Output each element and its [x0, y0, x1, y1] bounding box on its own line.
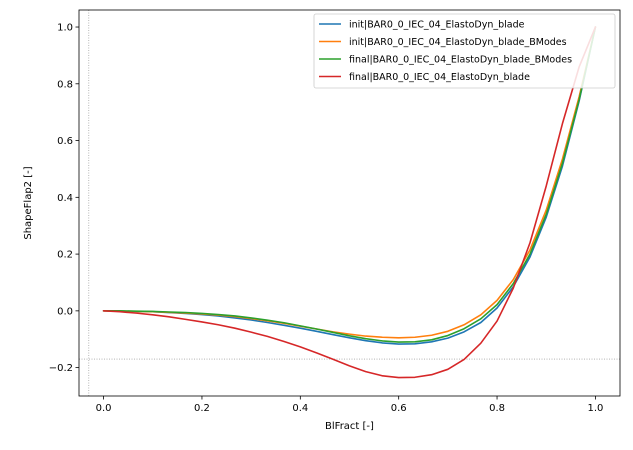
series-layer	[102, 26, 597, 379]
x-tick-label: 0.6	[391, 403, 407, 414]
y-tick-label: 0.6	[57, 136, 73, 147]
y-tick-label: 0.4	[57, 193, 73, 204]
y-tick-label: −0.2	[49, 363, 73, 374]
y-axis-label: ShapeFlap2 [-]	[23, 166, 34, 239]
x-tick-label: 1.0	[587, 403, 603, 414]
x-tick-label: 0.2	[194, 403, 210, 414]
y-tick-label: 1.0	[57, 23, 73, 34]
series-line-3	[102, 26, 597, 343]
legend-label: final|BAR0_0_IEC_04_ElastoDyn_blade_BMod…	[349, 55, 572, 66]
y-tick-label: 0.0	[57, 306, 73, 317]
legend: init|BAR0_0_IEC_04_ElastoDyn_blade init|B…	[313, 13, 616, 89]
x-axis-label: BlFract [-]	[325, 421, 374, 432]
legend-label: init|BAR0_0_IEC_04_ElastoDyn_blade	[349, 20, 525, 31]
x-axis-ticks: 0.0 0.2 0.4 0.6 0.8 1.0	[96, 396, 603, 414]
legend-box	[313, 13, 616, 89]
y-tick-label: 0.2	[57, 250, 73, 261]
series-line-4	[102, 26, 597, 379]
legend-label: init|BAR0_0_IEC_04_ElastoDyn_blade_BMode…	[349, 37, 567, 48]
y-axis-ticks: −0.2 0.0 0.2 0.4 0.6 0.8 1.0	[49, 23, 79, 374]
x-tick-label: 0.0	[96, 403, 112, 414]
legend-label: final|BAR0_0_IEC_04_ElastoDyn_blade	[349, 72, 530, 83]
x-tick-label: 0.4	[292, 403, 308, 414]
reference-lines	[79, 10, 620, 396]
x-tick-label: 0.8	[489, 403, 505, 414]
y-tick-label: 0.8	[57, 79, 73, 90]
axes-frame	[78, 9, 621, 397]
